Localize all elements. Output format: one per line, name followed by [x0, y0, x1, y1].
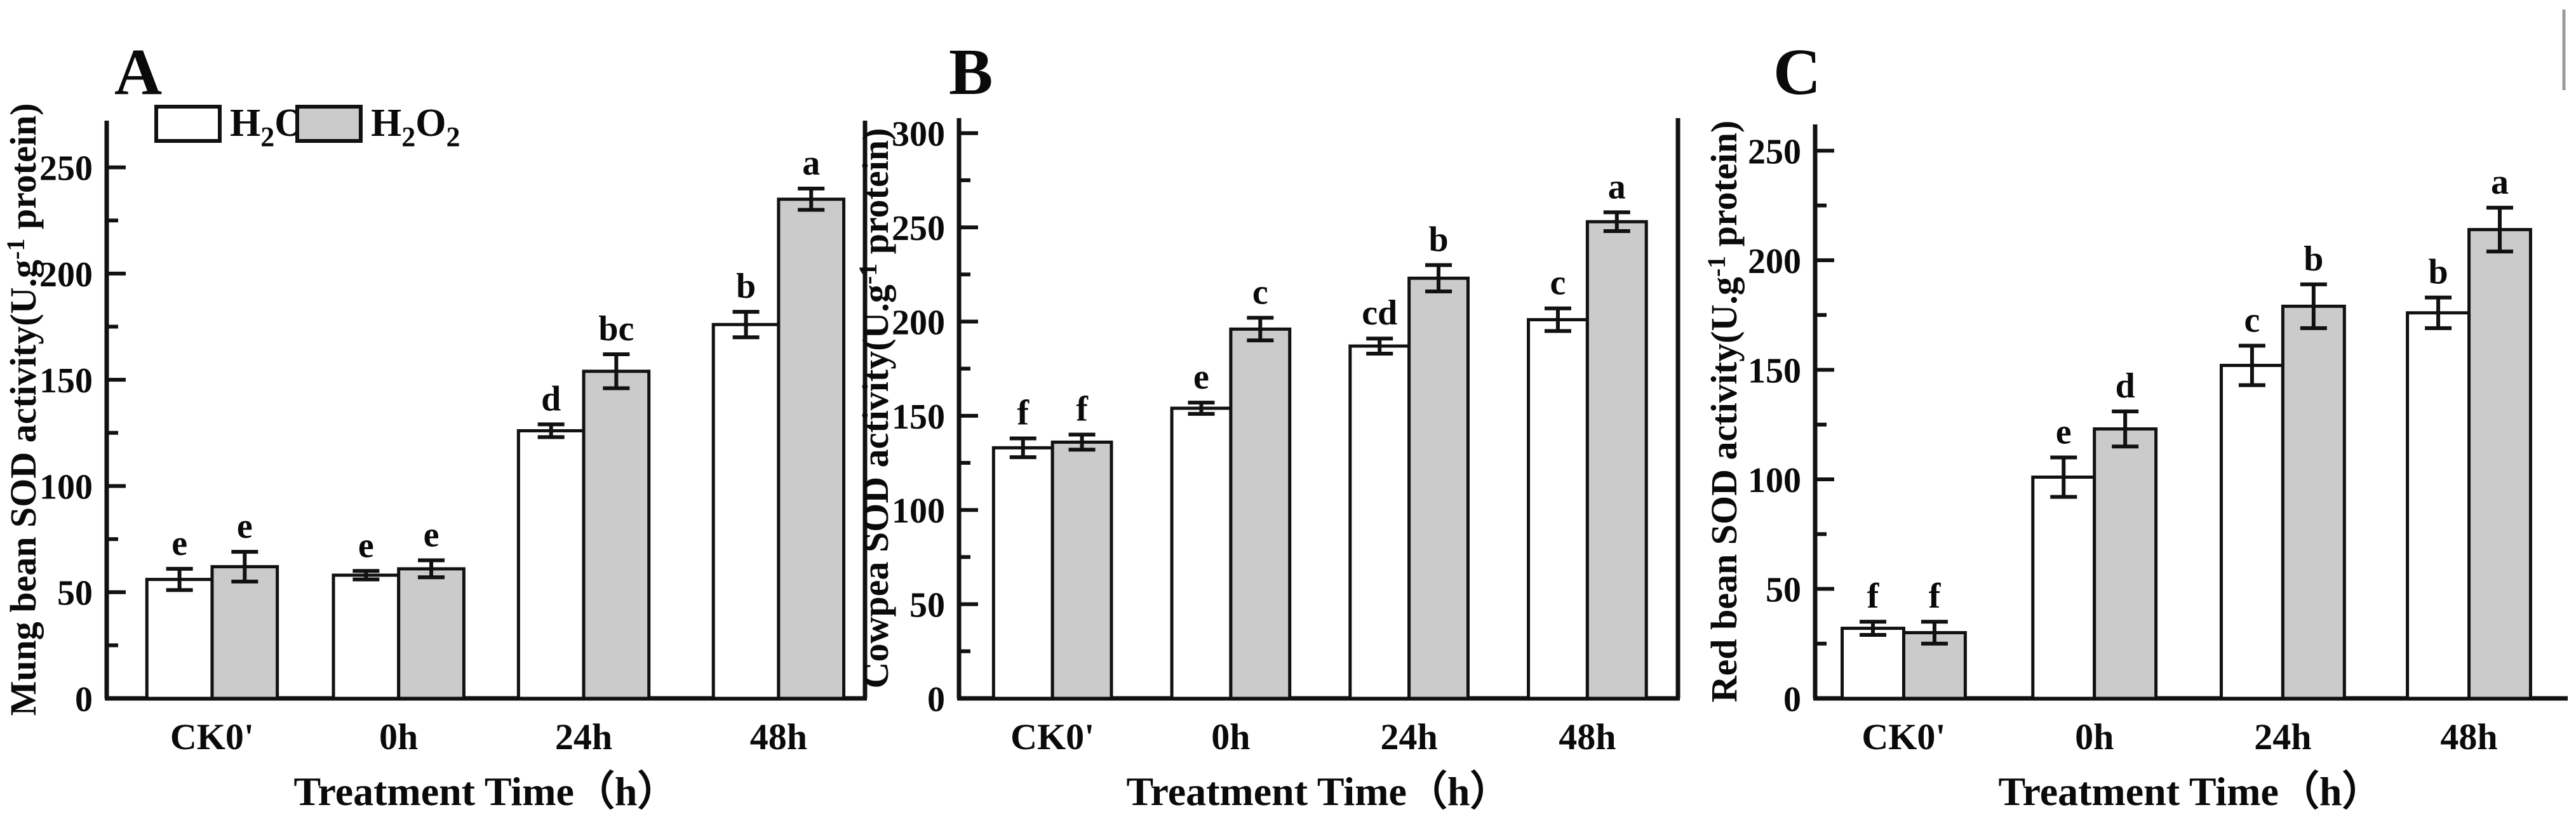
bar-b-h2o2-24h [1407, 276, 1470, 700]
bar-c-h2o2-24h [2281, 304, 2346, 700]
panel-label-c: C [1773, 36, 1821, 109]
bar-b-h2o-48h [1527, 318, 1589, 700]
legend-swatch-h2o [154, 105, 222, 143]
bar-a-h2o-24h [516, 429, 586, 700]
sig-letter-a-48h-h2o: b [736, 267, 756, 306]
bar-b-h2o-24h [1348, 344, 1411, 700]
y-tick-label: 200 [1748, 242, 1801, 281]
bar-a-h2o2-24h [582, 370, 651, 700]
sig-letter-a-48h-h2o2: a [802, 143, 820, 183]
y-axis-title-a: Mung bean SOD activity(U.g-1 protein) [1, 103, 44, 716]
y-tick-label: 100 [892, 491, 945, 531]
bar-b-h2o2-0h [1229, 327, 1292, 700]
x-tick-label-a-ck0': CK0' [170, 716, 254, 757]
bar-b-h2o2-48h [1585, 220, 1648, 700]
y-tick-label: 50 [909, 586, 945, 625]
y-tick-label: 0 [1783, 680, 1801, 719]
x-axis-title-c: Treatment Time（h） [1999, 769, 2383, 814]
y-tick-label: 150 [892, 397, 945, 437]
bar-b-h2o2-ck0' [1050, 440, 1113, 700]
x-tick-label-b-0h: 0h [1211, 716, 1250, 757]
y-tick-label: 200 [892, 303, 945, 342]
y-tick-label: 100 [1748, 461, 1801, 500]
legend-label-h2o2: H2O2 [371, 102, 460, 152]
bar-a-h2o2-ck0' [210, 565, 279, 700]
panel-label-b: B [949, 36, 993, 109]
y-tick-label: 50 [57, 574, 93, 613]
sig-letter-b-48h-h2o: c [1550, 263, 1566, 303]
x-tick-label-c-48h: 48h [2440, 716, 2497, 757]
bar-c-h2o2-48h [2467, 228, 2532, 700]
x-tick-label-a-48h: 48h [750, 716, 807, 757]
x-tick-label-b-24h: 24h [1380, 716, 1437, 757]
sig-letter-b-0h-h2o2: c [1252, 273, 1268, 312]
bar-a-h2o2-0h [397, 567, 466, 700]
sig-letter-b-48h-h2o2: a [1608, 167, 1626, 206]
x-tick-label-a-24h: 24h [555, 716, 612, 757]
y-tick-label: 50 [1766, 570, 1801, 610]
sig-letter-c-24h-h2o2: b [2304, 239, 2323, 279]
sig-letter-b-24h-h2o2: b [1428, 220, 1448, 259]
y-tick-label: 150 [39, 361, 93, 401]
legend-label-h2o: H2O [230, 102, 305, 152]
y-tick-label: 0 [75, 680, 93, 719]
legend: H2O H2O2 [154, 102, 460, 152]
bar-b-h2o-0h [1170, 406, 1233, 700]
sig-letter-a-24h-h2o2: bc [598, 309, 634, 349]
bar-a-h2o2-48h [777, 197, 846, 700]
sig-letter-c-24h-h2o: c [2244, 300, 2260, 340]
y-tick-label: 100 [39, 467, 93, 507]
sig-letter-a-ck0'-h2o: e [171, 524, 187, 563]
bar-a-h2o-0h [332, 573, 401, 700]
x-tick-label-c-0h: 0h [2075, 716, 2114, 757]
bar-b-h2o-ck0' [991, 446, 1054, 700]
x-axis-title-a: Treatment Time（h） [294, 769, 678, 814]
bar-c-h2o-ck0' [1841, 627, 1905, 700]
x-tick-label-b-48h: 48h [1559, 716, 1616, 757]
bar-c-h2o2-0h [2093, 427, 2158, 700]
sig-letter-c-0h-h2o: e [2056, 412, 2072, 451]
bar-a-h2o-48h [711, 323, 781, 700]
sig-letter-a-ck0'-h2o2: e [237, 507, 253, 546]
sig-letter-b-24h-h2o: cd [1362, 293, 1397, 333]
y-tick-label: 0 [927, 680, 945, 719]
y-tick-label: 250 [892, 209, 945, 248]
bar-a-h2o-ck0' [145, 578, 214, 700]
x-tick-label-a-0h: 0h [379, 716, 418, 757]
x-tick-label-c-24h: 24h [2254, 716, 2311, 757]
panel-label-a: A [114, 36, 162, 109]
x-tick-label-b-ck0': CK0' [1010, 716, 1094, 757]
y-axis-title-c: Red bean SOD activity(U.g-1 protein) [1702, 121, 1745, 703]
bar-c-h2o-48h [2406, 311, 2471, 700]
sig-letter-a-0h-h2o: e [358, 526, 374, 565]
y-tick-label: 250 [1748, 132, 1801, 171]
bar-c-h2o-0h [2031, 476, 2096, 700]
y-tick-label: 250 [39, 149, 93, 189]
sig-letter-b-ck0'-h2o2: f [1076, 390, 1089, 429]
y-tick-label: 200 [39, 255, 93, 295]
sig-letter-b-ck0'-h2o: f [1017, 393, 1030, 432]
y-tick-label: 300 [892, 115, 945, 154]
sig-letter-c-ck0'-h2o2: f [1929, 576, 1942, 616]
sig-letter-c-0h-h2o2: d [2116, 366, 2135, 406]
bar-c-h2o-24h [2219, 364, 2284, 700]
y-tick-label: 150 [1748, 351, 1801, 390]
sig-letter-a-24h-h2o: d [541, 379, 561, 418]
sig-letter-a-0h-h2o2: e [424, 516, 439, 555]
sig-letter-c-48h-h2o: b [2428, 253, 2448, 292]
sig-letter-c-ck0'-h2o: f [1867, 576, 1880, 616]
x-axis-title-b: Treatment Time（h） [1127, 769, 1511, 814]
legend-swatch-h2o2 [295, 105, 363, 143]
sig-letter-c-48h-h2o2: a [2491, 163, 2509, 202]
y-axis-title-b: Cowpea SOD activity(U.g-1 protein) [854, 128, 896, 689]
x-tick-label-c-ck0': CK0' [1862, 716, 1945, 757]
sig-letter-b-0h-h2o: e [1193, 357, 1209, 397]
